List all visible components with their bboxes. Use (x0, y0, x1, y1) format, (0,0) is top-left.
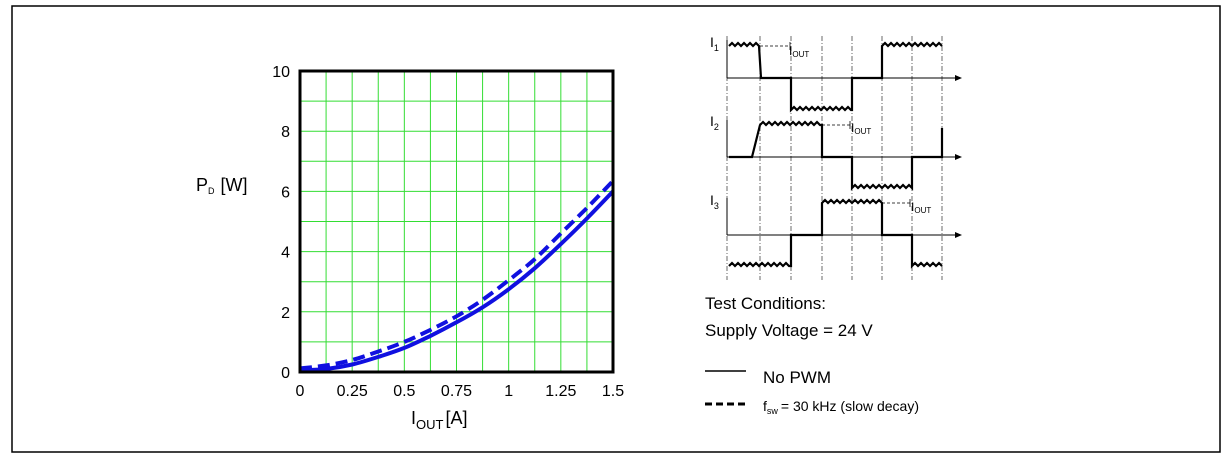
phase-1-waveform (726, 40, 962, 113)
phase-1-axis-arrow (955, 75, 962, 81)
phase-2-iout-label: IOUT (851, 121, 871, 136)
phase-3-iout-label: IOUT (911, 200, 931, 215)
supply-voltage-text: Supply Voltage = 24 V (705, 321, 873, 340)
plot-frame (298, 69, 615, 374)
legend-solid-label: No PWM (763, 368, 831, 387)
grid-lines (299, 70, 614, 373)
x-tick-labels: 0 0.25 0.5 0.75 1 1.25 1.5 (296, 383, 625, 400)
phase-2-label: I2 (710, 113, 719, 132)
test-conditions-title: Test Conditions: (705, 294, 826, 313)
legend-dashed-label: fsw = 30 kHz (slow decay) (763, 398, 919, 416)
series-line-no-pwm (299, 190, 615, 373)
phase-3-current-trace (728, 198, 943, 269)
x-tick-label: 1.5 (602, 383, 624, 400)
x-tick-label: 0.75 (441, 383, 472, 400)
x-tick-label: 0 (296, 383, 305, 400)
y-tick-label: 2 (281, 305, 290, 322)
y-tick-label: 10 (272, 64, 290, 81)
phase-2-waveform (726, 120, 962, 191)
x-tick-label: 1.25 (545, 383, 576, 400)
phase-3-axis-arrow (955, 232, 962, 238)
phase-3-waveform (726, 198, 962, 269)
y-tick-label: 0 (281, 365, 290, 382)
y-tick-label: 8 (281, 124, 290, 141)
y-tick-labels: 0 2 4 6 8 10 (272, 64, 290, 382)
y-tick-label: 4 (281, 245, 290, 262)
phase-1-label: I1 (710, 34, 719, 53)
x-axis-label: IOUT [A] (411, 408, 467, 432)
x-tick-label: 1 (504, 383, 513, 400)
phase-current-waveforms: I1 IOUT I2 IOUT I3 (710, 34, 962, 280)
y-axis-label: PD [W] (196, 175, 248, 196)
x-tick-label: 0.5 (393, 383, 415, 400)
figure-frame (11, 5, 1221, 453)
y-tick-label: 6 (281, 184, 290, 201)
phase-2-axis-arrow (955, 154, 962, 160)
x-tick-label: 0.25 (337, 383, 368, 400)
power-dissipation-chart: 0 0.25 0.5 0.75 1 1.25 1.5 0 2 4 6 8 10 PD [W] IOUT[… (196, 64, 624, 432)
series-layer (299, 179, 615, 373)
phase-2-current-trace (729, 120, 944, 191)
series-line-pwm-30khz (299, 179, 615, 371)
phase-3-label: I3 (710, 192, 719, 211)
phase-1-iout-label: IOUT (789, 44, 809, 59)
phase-1-current-trace (728, 41, 943, 113)
